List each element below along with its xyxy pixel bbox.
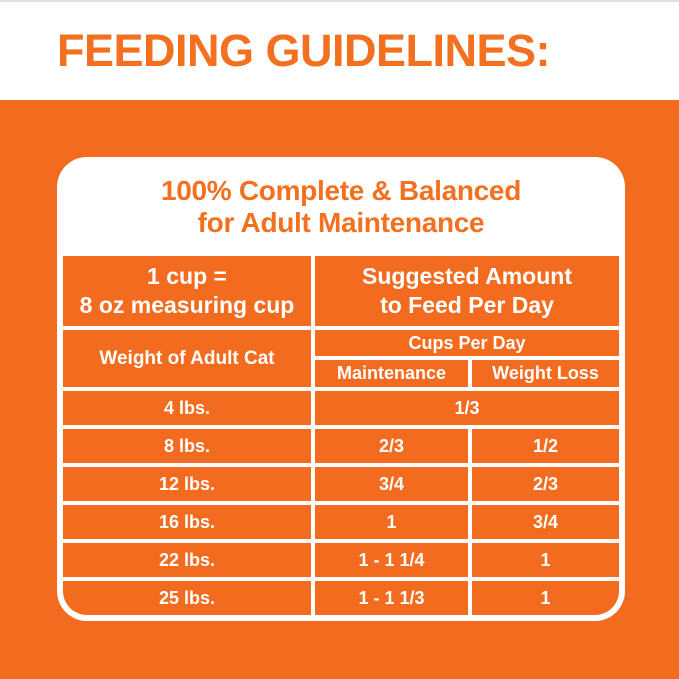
- row-22lbs-weight: 22 lbs.: [63, 543, 311, 577]
- weight-loss-column-header: Weight Loss: [472, 360, 619, 387]
- row-12lbs-maintenance: 3/4: [315, 467, 468, 501]
- row-25lbs-maintenance: 1 - 1 1/3: [315, 581, 468, 615]
- suggested-line2: to Feed Per Day: [380, 292, 554, 318]
- row-12lbs-weight: 12 lbs.: [63, 467, 311, 501]
- cups-per-day-header: Cups Per Day: [315, 330, 619, 356]
- row-22lbs-weight-loss: 1: [472, 543, 619, 577]
- card-heading-line2: for Adult Maintenance: [197, 206, 485, 238]
- row-16lbs-weight-loss: 3/4: [472, 505, 619, 539]
- row-12lbs-weight-loss: 2/3: [472, 467, 619, 501]
- row-16lbs-maintenance: 1: [315, 505, 468, 539]
- cup-note-line1: 1 cup =: [147, 263, 227, 290]
- feeding-guidelines-card: 100% Complete & Balanced for Adult Maint…: [57, 157, 625, 621]
- card-heading: 100% Complete & Balanced for Adult Maint…: [57, 157, 625, 256]
- card-heading-line1: 100% Complete & Balanced: [160, 174, 522, 206]
- page-title: FEEDING GUIDELINES:: [57, 25, 551, 76]
- suggested-line1: Suggested Amount: [362, 263, 572, 290]
- suggested-amount-header-cell: Suggested Amount to Feed Per Day: [315, 256, 619, 326]
- row-8lbs-maintenance: 2/3: [315, 429, 468, 463]
- feeding-table: 1 cup = 8 oz measuring cup Suggested Amo…: [63, 256, 619, 615]
- maintenance-column-header: Maintenance: [315, 360, 468, 387]
- cup-measure-note-cell: 1 cup = 8 oz measuring cup: [63, 256, 311, 326]
- row-25lbs-weight-loss: 1: [472, 581, 619, 615]
- header-band: FEEDING GUIDELINES:: [0, 0, 679, 100]
- row-8lbs-weight: 8 lbs.: [63, 429, 311, 463]
- row-22lbs-maintenance: 1 - 1 1/4: [315, 543, 468, 577]
- cup-note-line2: 8 oz measuring cup: [79, 292, 295, 318]
- row-25lbs-weight: 25 lbs.: [63, 581, 311, 615]
- row-4lbs-amount: 1/3: [315, 391, 619, 425]
- weight-column-header: Weight of Adult Cat: [63, 330, 311, 387]
- row-4lbs-weight: 4 lbs.: [63, 391, 311, 425]
- row-16lbs-weight: 16 lbs.: [63, 505, 311, 539]
- row-8lbs-weight-loss: 1/2: [472, 429, 619, 463]
